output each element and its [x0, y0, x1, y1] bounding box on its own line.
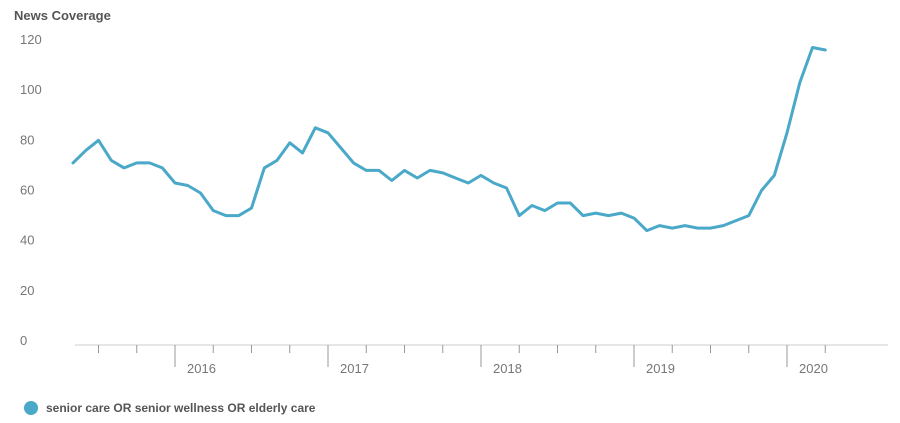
legend-marker — [24, 401, 38, 415]
y-tick-label: 20 — [20, 283, 34, 298]
y-axis-title: News Coverage — [14, 8, 111, 23]
series-line — [71, 46, 827, 233]
x-year-label: 2019 — [646, 361, 675, 376]
legend: senior care OR senior wellness OR elderl… — [24, 401, 316, 415]
y-tick-label: 80 — [20, 132, 34, 147]
y-tick-label: 120 — [20, 32, 42, 47]
series-group — [71, 46, 827, 233]
x-year-label: 2017 — [340, 361, 369, 376]
y-tick-label: 0 — [20, 333, 27, 348]
y-tick-label: 40 — [20, 233, 34, 248]
y-tick-group: 0 20 40 60 80 100 120 — [20, 32, 42, 348]
x-year-label: 2020 — [799, 361, 828, 376]
x-year-label: 2018 — [493, 361, 522, 376]
legend-label: senior care OR senior wellness OR elderl… — [46, 401, 316, 415]
y-tick-label: 60 — [20, 183, 34, 198]
y-tick-label: 100 — [20, 82, 42, 97]
x-year-label: 2016 — [187, 361, 216, 376]
x-axis: 2016 2017 2018 2019 2020 — [75, 344, 888, 376]
